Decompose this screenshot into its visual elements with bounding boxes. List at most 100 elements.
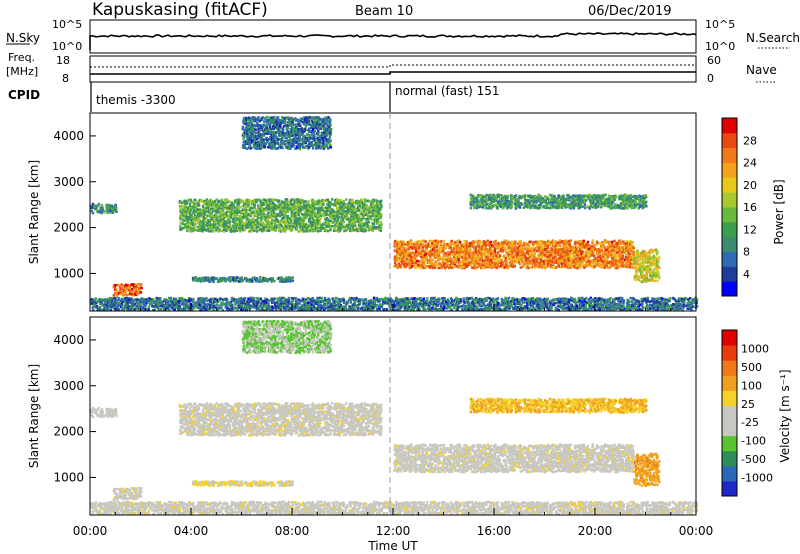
- echo-pixel: [217, 199, 221, 203]
- echo-pixel: [135, 285, 138, 288]
- echo-pixel: [325, 209, 328, 213]
- echo-pixel: [291, 276, 294, 279]
- echo-pixel: [226, 225, 230, 229]
- echo-pixel: [423, 266, 427, 270]
- echo-pixel: [256, 210, 260, 213]
- echo-pixel: [208, 202, 211, 205]
- echo-pixel: [310, 215, 314, 218]
- echo-pixel: [208, 225, 211, 229]
- echo-pixel: [301, 226, 305, 229]
- echo-pixel: [266, 218, 269, 222]
- echo-pixel: [262, 198, 265, 201]
- echo-pixel: [308, 146, 311, 149]
- echo-pixel: [302, 117, 306, 121]
- echo-pixel: [314, 141, 317, 145]
- echo-pixel: [332, 229, 336, 232]
- echo-pixel: [271, 130, 274, 134]
- echo-pixel: [282, 119, 285, 122]
- echo-pixel: [218, 211, 222, 215]
- echo-pixel: [228, 200, 231, 203]
- echo-pixel: [296, 219, 300, 222]
- echo-pixel: [346, 211, 350, 214]
- echo-pixel: [377, 228, 380, 231]
- echo-pixel: [279, 209, 282, 212]
- echo-pixel: [313, 209, 316, 213]
- echo-pixel: [366, 221, 369, 224]
- echo-pixel: [215, 213, 218, 217]
- echo-pixel: [399, 266, 403, 269]
- echo-pixel: [327, 132, 330, 135]
- echo-pixel: [348, 220, 351, 224]
- echo-pixel: [253, 222, 256, 226]
- echo-pixel: [310, 204, 313, 208]
- echo-pixel: [286, 210, 290, 213]
- echo-pixel: [255, 200, 258, 204]
- echo-pixel: [359, 200, 363, 203]
- echo-pixel: [556, 244, 560, 247]
- echo-pixel: [238, 222, 242, 226]
- echo-pixel: [186, 222, 189, 226]
- echo-pixel: [234, 222, 238, 225]
- echo-pixel: [281, 130, 284, 134]
- echo-pixel: [347, 201, 351, 204]
- echo-pixel: [575, 264, 578, 268]
- echo-pixel: [395, 250, 399, 253]
- echo-pixel: [285, 136, 288, 140]
- echo-pixel: [267, 122, 270, 126]
- echo-pixel: [295, 133, 298, 136]
- echo-pixel: [300, 137, 303, 141]
- echo-pixel: [254, 135, 258, 138]
- echo-pixel: [198, 277, 201, 280]
- echo-pixel: [326, 229, 330, 233]
- echo-pixel: [289, 147, 292, 150]
- echo-pixel: [243, 209, 246, 212]
- echo-pixel: [317, 140, 320, 143]
- echo-pixel: [311, 229, 315, 233]
- echo-pixel: [282, 203, 285, 207]
- echo-pixel: [299, 200, 302, 203]
- echo-pixel: [262, 116, 265, 119]
- echo-pixel: [250, 123, 254, 126]
- echo-pixel: [128, 284, 131, 288]
- echo-pixel: [336, 218, 340, 222]
- echo-pixel: [259, 222, 262, 225]
- echo-pixel: [397, 265, 401, 269]
- echo-pixel: [290, 219, 293, 222]
- echo-pixel: [368, 225, 372, 229]
- echo-pixel: [273, 224, 277, 228]
- echo-pixel: [234, 211, 237, 214]
- echo-pixel: [297, 200, 300, 204]
- echo-pixel: [245, 122, 248, 126]
- echo-pixel: [245, 132, 248, 136]
- echo-pixel: [294, 123, 297, 126]
- echo-pixel: [303, 139, 307, 143]
- echo-pixel: [357, 205, 360, 208]
- echo-pixel: [293, 211, 296, 215]
- echo-pixel: [254, 145, 258, 148]
- echo-pixel: [249, 129, 253, 133]
- echo-pixel: [484, 259, 488, 262]
- echo-pixel: [261, 133, 264, 136]
- echo-pixel: [284, 124, 287, 127]
- echo-pixel: [327, 209, 330, 213]
- echo-pixel: [290, 228, 294, 232]
- echo-pixel: [302, 116, 306, 119]
- echo-pixel: [456, 242, 459, 246]
- echo-pixel: [106, 211, 109, 214]
- echo-pixel: [274, 216, 278, 219]
- echo-pixel: [520, 203, 524, 206]
- echo-pixel: [260, 126, 264, 130]
- echo-pixel: [484, 206, 487, 210]
- echo-pixel: [266, 124, 269, 127]
- nave-tick-top: 60: [707, 54, 721, 67]
- echo-pixel: [325, 212, 328, 216]
- echo-pixel: [211, 204, 214, 207]
- echo-pixel: [239, 216, 242, 219]
- echo-pixel: [370, 225, 374, 228]
- echo-pixel: [194, 228, 197, 232]
- echo-pixel: [135, 287, 138, 291]
- echo-pixel: [210, 199, 214, 203]
- echo-pixel: [361, 229, 365, 233]
- echo-pixel: [203, 223, 207, 226]
- echo-pixel: [297, 119, 300, 122]
